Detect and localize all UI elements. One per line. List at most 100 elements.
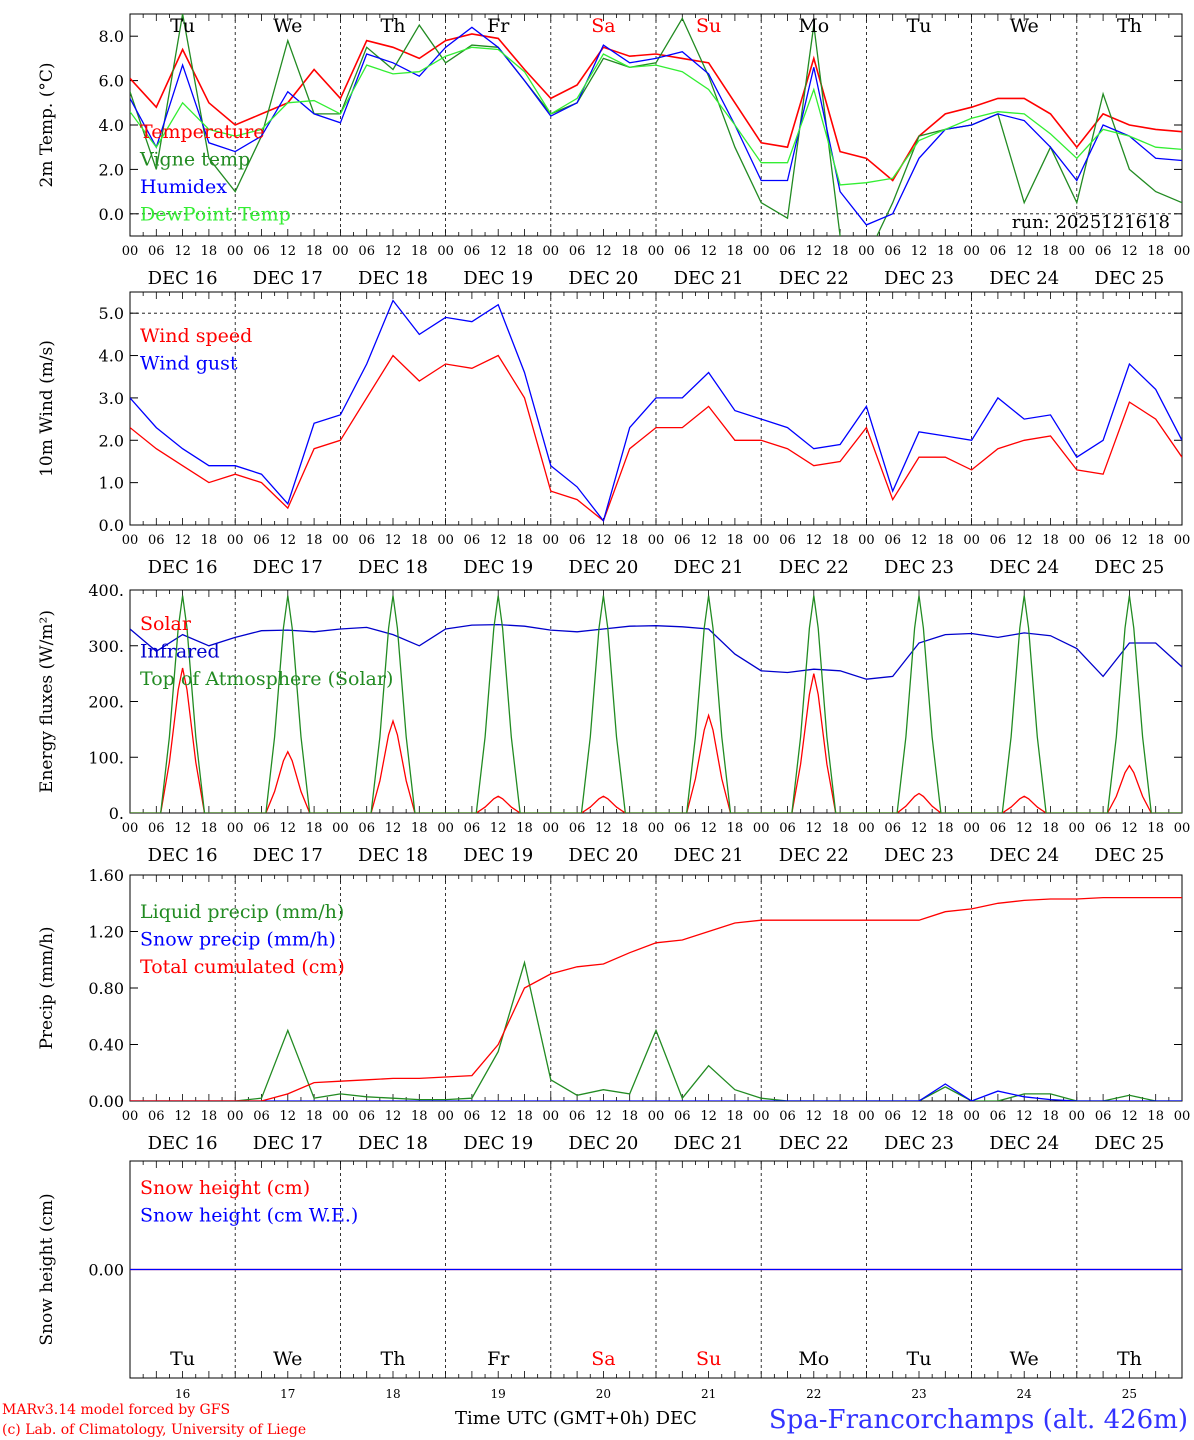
- hour-label: 06: [569, 1109, 586, 1124]
- hour-label: 00: [543, 821, 560, 836]
- hour-label: 06: [253, 244, 270, 259]
- hour-label: 12: [174, 244, 191, 259]
- hour-label: 06: [569, 244, 586, 259]
- series-line-solar: [130, 667, 1182, 813]
- hour-label: 00: [122, 1109, 139, 1124]
- y-tick-label: 100.: [88, 748, 124, 767]
- date-label: DEC 17: [253, 845, 323, 866]
- date-label: DEC 18: [358, 845, 428, 866]
- hour-label: 12: [700, 244, 717, 259]
- plot-frame: [129, 589, 1183, 814]
- hour-label: 00: [332, 244, 349, 259]
- hour-label-end: 00: [1174, 244, 1191, 259]
- y-tick-label: 6.0: [99, 72, 124, 91]
- hour-label: 06: [253, 533, 270, 548]
- date-label: DEC 21: [674, 557, 744, 578]
- hour-label: 12: [595, 244, 612, 259]
- hour-label: 00: [227, 533, 244, 548]
- hour-label: 00: [753, 1109, 770, 1124]
- date-label: DEC 17: [253, 268, 323, 289]
- day-number: 23: [911, 1387, 926, 1401]
- hour-label: 12: [280, 244, 297, 259]
- hour-label: 12: [1016, 1109, 1033, 1124]
- hour-label: 12: [911, 533, 928, 548]
- day-number: 17: [280, 1387, 295, 1401]
- date-label: DEC 19: [463, 845, 533, 866]
- hour-label: 12: [385, 533, 402, 548]
- weekday-top: Th: [1117, 15, 1142, 37]
- hour-label: 00: [1069, 533, 1086, 548]
- hour-label: 00: [332, 821, 349, 836]
- hour-label: 18: [516, 533, 533, 548]
- hour-label: 06: [358, 244, 375, 259]
- y-tick-label: 400.: [88, 581, 124, 600]
- weekday-top: Th: [381, 15, 406, 37]
- hour-label: 18: [832, 533, 849, 548]
- weekday-bottom: We: [273, 1348, 302, 1370]
- y-tick-label: 0.: [109, 804, 124, 823]
- hour-label: 12: [385, 244, 402, 259]
- hour-label: 18: [1042, 533, 1059, 548]
- legend-entry: Vigne temp: [139, 149, 250, 171]
- hour-label: 18: [937, 821, 954, 836]
- hour-label: 12: [490, 1109, 507, 1124]
- day-number: 21: [701, 1387, 716, 1401]
- hour-label: 06: [674, 1109, 691, 1124]
- legend-entry: Wind speed: [140, 325, 252, 347]
- y-tick-label: 1.60: [88, 866, 124, 885]
- hour-label: 18: [621, 244, 638, 259]
- series-line-vigne-temp: [130, 14, 1182, 236]
- hour-label: 12: [174, 821, 191, 836]
- legend-entry: Snow height (cm W.E.): [140, 1205, 358, 1227]
- weekday-top: We: [1010, 15, 1039, 37]
- legend-entry: Liquid precip (mm/h): [140, 901, 344, 923]
- hour-label: 06: [358, 533, 375, 548]
- weekday-top: Tu: [907, 15, 932, 37]
- hour-label: 18: [727, 244, 744, 259]
- date-label: DEC 20: [568, 1133, 638, 1154]
- hour-label: 00: [648, 533, 665, 548]
- series-group: [130, 595, 1182, 813]
- hour-label: 00: [858, 533, 875, 548]
- hour-label: 00: [437, 244, 454, 259]
- hour-label: 12: [1121, 821, 1138, 836]
- series-line-humidex: [130, 26, 1182, 226]
- day-number: 16: [175, 1387, 190, 1401]
- y-tick-label: 0.40: [88, 1036, 124, 1055]
- hour-label: 00: [543, 1109, 560, 1124]
- hour-label: 12: [1016, 533, 1033, 548]
- hour-label: 18: [621, 821, 638, 836]
- date-label: DEC 16: [148, 557, 218, 578]
- hour-label: 12: [280, 533, 297, 548]
- hour-label: 12: [595, 821, 612, 836]
- date-label: DEC 25: [1094, 845, 1164, 866]
- date-label: DEC 20: [568, 557, 638, 578]
- hour-label: 00: [963, 1109, 980, 1124]
- date-label: DEC 17: [253, 557, 323, 578]
- y-tick-label: 4.0: [99, 116, 124, 135]
- hour-label: 00: [753, 821, 770, 836]
- date-label: DEC 16: [148, 268, 218, 289]
- hour-label: 18: [1147, 821, 1164, 836]
- weekday-bottom: Tu: [170, 1348, 195, 1370]
- hour-label: 00: [437, 821, 454, 836]
- hour-label: 12: [1121, 1109, 1138, 1124]
- legend-entry: DewPoint Temp: [140, 204, 291, 226]
- date-label: DEC 21: [674, 268, 744, 289]
- day-number: 19: [491, 1387, 506, 1401]
- date-label: DEC 22: [779, 268, 849, 289]
- date-label: DEC 16: [148, 845, 218, 866]
- legend-entry: Humidex: [140, 176, 227, 198]
- hour-label: 12: [174, 533, 191, 548]
- hour-label: 00: [543, 533, 560, 548]
- panel-precip: 0.00 0.40 0.80 1.20 1.60 Precip (mm/h) Liquid …: [37, 866, 1190, 1154]
- hour-label: 00: [332, 533, 349, 548]
- hour-label: 00: [753, 244, 770, 259]
- series-line-snow-precip-mm-h-: [130, 1083, 1182, 1101]
- hour-label: 18: [516, 1109, 533, 1124]
- weekday-bottom: Fr: [487, 1348, 510, 1370]
- hour-label: 06: [884, 1109, 901, 1124]
- hour-label: 06: [779, 821, 796, 836]
- panel-snow: 0.00 Snow height (cm) Snow height (cm) Snow…: [37, 1160, 1183, 1379]
- date-label: DEC 23: [884, 1133, 954, 1154]
